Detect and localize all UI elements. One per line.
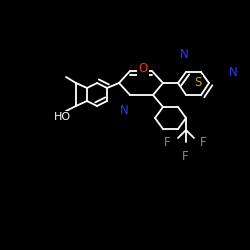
Text: N: N: [228, 66, 237, 80]
Text: N: N: [180, 48, 188, 62]
Text: S: S: [194, 76, 202, 90]
Text: F: F: [164, 136, 170, 149]
Text: F: F: [200, 136, 206, 149]
Text: HO: HO: [54, 112, 70, 122]
Text: O: O: [138, 62, 147, 74]
Text: N: N: [120, 104, 128, 117]
Text: F: F: [182, 150, 188, 164]
